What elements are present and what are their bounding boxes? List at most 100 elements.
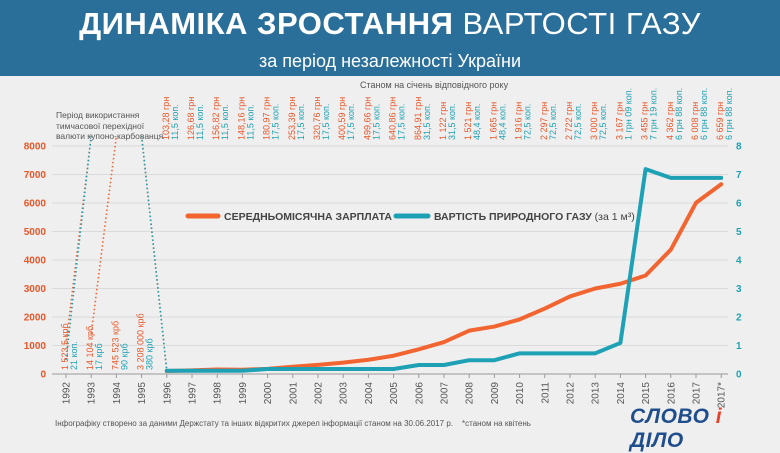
gas-value-label: 72,5 коп. <box>573 104 583 140</box>
salary-value-label: 320,76 грн <box>312 97 322 140</box>
y-tick-right: 8 <box>736 142 742 153</box>
salary-value-label: 4 362 грн <box>665 102 675 140</box>
gas-value-label: 72,5 коп. <box>548 104 558 140</box>
gas-coupon-label: 21 коп. <box>69 341 79 370</box>
salary-value-label: 1 521 грн <box>463 102 473 140</box>
gas-value-label: 6 грн 88 коп. <box>674 88 684 140</box>
salary-value-label: 156,82 грн <box>211 97 221 140</box>
gas-value-label: 48,4 коп. <box>497 104 507 140</box>
salary-value-label: 640,86 грн <box>388 97 398 140</box>
y-tick-right: 0 <box>736 370 742 381</box>
x-tick-label: 1999 <box>238 382 249 405</box>
x-tick-label: 2017 <box>692 382 703 405</box>
gas-value-label: 72,5 коп. <box>598 104 608 140</box>
legend-gas-unit: (за 1 м³) <box>595 211 635 223</box>
x-tick-label: 1994 <box>112 382 123 405</box>
salary-value-label: 6 659 грн <box>715 102 725 140</box>
legend-salary-label: СЕРЕДНЬОМІСЯЧНА ЗАРПЛАТА <box>224 211 392 223</box>
x-tick-label: 2017* <box>717 382 728 408</box>
gas-value-label: 17,5 коп. <box>271 104 281 140</box>
footer-source: Інфографіку створено за даними Держстату… <box>55 419 454 428</box>
salary-value-label: 499,66 грн <box>362 97 372 140</box>
gas-value-label: 72,5 коп. <box>523 104 533 140</box>
x-tick-label: 2002 <box>314 382 325 405</box>
gas-line <box>164 167 724 373</box>
y-tick-left: 5000 <box>24 227 47 238</box>
salary-coupon-label: 3 208 000 крб <box>136 313 146 370</box>
x-tick-label: 2001 <box>288 382 299 405</box>
gas-value-label: 6 грн 88 коп. <box>699 88 709 140</box>
y-tick-right: 7 <box>736 170 742 181</box>
x-tick-label: 2010 <box>515 382 526 405</box>
note-left: Період використання тимчасової перехідно… <box>56 110 164 142</box>
logo: СЛОВО і ДІЛО <box>630 405 723 452</box>
y-tick-right: 1 <box>736 341 742 352</box>
x-tick-label: 2016 <box>666 382 677 405</box>
salary-value-label: 3 167 грн <box>614 102 624 140</box>
x-tick-label: 1998 <box>213 382 224 405</box>
y-tick-left: 4000 <box>24 256 47 267</box>
x-tick-label: 2008 <box>465 382 476 405</box>
y-tick-left: 2000 <box>24 313 47 324</box>
salary-coupon-label: 1 523,5 крб <box>60 323 70 370</box>
x-tick-label: 2007 <box>440 382 451 405</box>
gas-value-label: 17,5 коп. <box>346 104 356 140</box>
salary-value-label: 1 665 грн <box>488 102 498 140</box>
x-tick-label: 1997 <box>188 382 199 405</box>
y-tick-right: 3 <box>736 284 742 295</box>
salary-value-label: 1 122 грн <box>438 102 448 140</box>
gas-value-label: 11,5 коп. <box>170 104 180 140</box>
x-tick-label: 2006 <box>414 382 425 405</box>
y-tick-left: 3000 <box>24 284 47 295</box>
y-tick-left: 0 <box>40 370 46 381</box>
salary-value-label: 2 297 грн <box>539 102 549 140</box>
salary-value-label: 103,28 грн <box>161 97 171 140</box>
header-banner <box>0 0 780 76</box>
y-tick-left: 8000 <box>24 142 47 153</box>
gas-value-label: 11,5 коп. <box>245 104 255 140</box>
gas-value-label: 31,5 коп. <box>422 104 432 140</box>
gas-coupon-line-1 <box>65 135 92 361</box>
y-tick-right: 4 <box>736 256 742 267</box>
salary-value-label: 6 008 грн <box>690 102 700 140</box>
footnote: *станом на квітень <box>462 419 531 428</box>
gas-coupon-line-2 <box>140 135 168 371</box>
salary-value-label: 253,39 грн <box>287 97 297 140</box>
salary-value-label: 180,97 грн <box>262 97 272 140</box>
y-tick-left: 7000 <box>24 170 47 181</box>
y-tick-right: 6 <box>736 199 742 210</box>
gas-salary-chart: 0 1000 2000 3000 4000 5000 6000 7000 8000 0 1 2 3 4 5 6… <box>24 88 742 408</box>
salary-value-label: 148,16 грн <box>236 97 246 140</box>
gas-value-label: 17,5 коп. <box>296 104 306 140</box>
salary-coupon-label: 745 523 крб <box>110 321 120 370</box>
gas-coupon-label: 380 крб <box>145 338 155 370</box>
gas-value-label: 17,5 коп. <box>371 104 381 140</box>
legend-gas-label: ВАРТІСТЬ ПРИРОДНОГО ГАЗУ (за 1 м³) <box>434 211 635 223</box>
x-tick-label: 2000 <box>263 382 274 405</box>
gas-value-label: 17,5 коп. <box>397 104 407 140</box>
salary-value-label: 2 722 грн <box>564 102 574 140</box>
x-tick-label: 1992 <box>62 382 73 405</box>
x-tick-label: 1995 <box>137 382 148 405</box>
x-tick-label: 1996 <box>162 382 173 405</box>
x-tick-label: 2012 <box>566 382 577 405</box>
gas-value-label: 48,4 коп. <box>472 104 482 140</box>
x-tick-label: 1993 <box>87 382 98 405</box>
y-tick-left: 6000 <box>24 199 47 210</box>
y-tick-left: 1000 <box>24 341 47 352</box>
salary-coupon-line-1 <box>65 135 92 345</box>
x-tick-label: 2014 <box>616 382 627 405</box>
page-title: ДИНАМІКА ЗРОСТАННЯ ВАРТОСТІ ГАЗУ <box>79 6 701 41</box>
x-tick-label: 2011 <box>540 382 551 404</box>
salary-value-label: 3 455 грн <box>640 102 650 140</box>
salary-value-label: 1 916 грн <box>514 102 524 140</box>
salary-value-label: 400,59 грн <box>337 97 347 140</box>
salary-coupon-line-2 <box>90 135 118 335</box>
x-tick-label: 2015 <box>641 382 652 405</box>
gas-coupon-label: 17 крб <box>94 343 104 370</box>
y-tick-right: 2 <box>736 313 742 324</box>
gas-value-label: 11,5 коп. <box>195 104 205 140</box>
gas-value-label: 6 грн 88 коп. <box>724 88 734 140</box>
note-top: Станом на січень відповідного року <box>360 80 509 90</box>
salary-value-label: 126,68 грн <box>186 97 196 140</box>
